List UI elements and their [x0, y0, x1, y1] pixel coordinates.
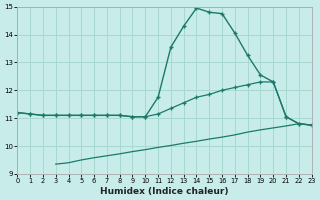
X-axis label: Humidex (Indice chaleur): Humidex (Indice chaleur): [100, 187, 229, 196]
